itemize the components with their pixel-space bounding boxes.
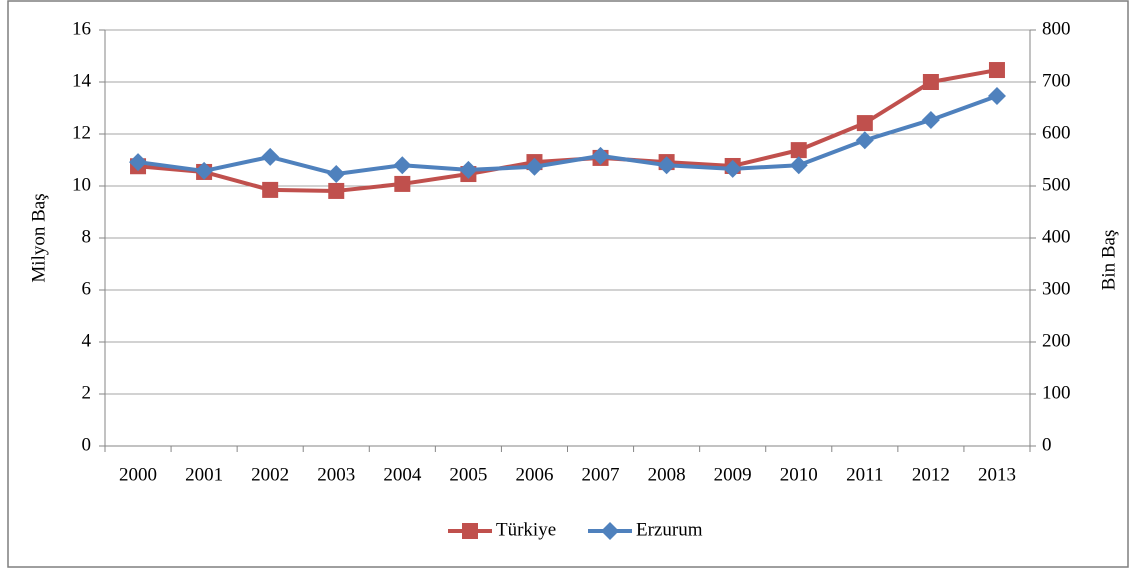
y2-tick-label: 300 <box>1042 278 1071 299</box>
data-point <box>987 87 1006 106</box>
data-point <box>327 165 346 184</box>
y-tick-label: 4 <box>82 330 92 351</box>
x-tick-label: 2006 <box>515 464 553 485</box>
data-point <box>591 146 610 165</box>
data-point <box>856 115 873 132</box>
x-tick-label: 2013 <box>978 464 1016 485</box>
y-tick-label: 14 <box>72 70 92 91</box>
y2-tick-label: 0 <box>1042 434 1052 455</box>
x-tick-label: 2001 <box>185 464 223 485</box>
y2-tick-label: 500 <box>1042 174 1071 195</box>
data-point <box>129 153 148 172</box>
data-point <box>657 156 676 175</box>
y-tick-label: 12 <box>72 122 91 143</box>
data-point <box>525 157 544 176</box>
data-point <box>922 74 939 90</box>
y2-axis-label: Bin Baş <box>1098 230 1119 291</box>
y-tick-label: 16 <box>72 18 91 39</box>
legend-label: Erzurum <box>636 519 703 540</box>
legend-marker <box>462 523 478 539</box>
y2-tick-label: 200 <box>1042 330 1071 351</box>
data-point <box>328 182 345 199</box>
x-tick-label: 2005 <box>449 464 487 485</box>
y-tick-label: 2 <box>82 382 92 403</box>
legend-marker <box>601 522 619 540</box>
data-point <box>723 159 742 178</box>
data-point <box>855 131 874 150</box>
y2-tick-label: 400 <box>1042 226 1071 247</box>
x-tick-label: 2011 <box>846 464 883 485</box>
data-point <box>921 110 940 129</box>
x-tick-label: 2000 <box>119 464 157 485</box>
y2-tick-label: 700 <box>1042 70 1071 91</box>
y-tick-label: 6 <box>82 278 92 299</box>
data-point <box>262 181 279 198</box>
x-tick-label: 2002 <box>251 464 289 485</box>
x-tick-label: 2007 <box>582 464 620 485</box>
x-tick-label: 2012 <box>912 464 950 485</box>
data-point <box>261 147 280 166</box>
x-tick-label: 2009 <box>714 464 752 485</box>
x-tick-label: 2004 <box>383 464 422 485</box>
y2-tick-label: 600 <box>1042 122 1071 143</box>
series-line <box>137 94 998 177</box>
data-point <box>789 156 808 175</box>
legend-label: Türkiye <box>496 519 556 540</box>
data-point <box>195 161 214 180</box>
y-axis-label: Milyon Baş <box>28 193 49 282</box>
data-point <box>790 142 807 159</box>
y2-tick-label: 800 <box>1042 18 1071 39</box>
y-tick-label: 8 <box>82 226 92 247</box>
y2-tick-label: 100 <box>1042 382 1071 403</box>
x-tick-label: 2008 <box>648 464 686 485</box>
x-tick-label: 2010 <box>780 464 818 485</box>
x-tick-label: 2003 <box>317 464 355 485</box>
data-point <box>394 175 411 192</box>
y-tick-label: 0 <box>82 434 92 455</box>
data-point <box>459 160 478 179</box>
y-tick-label: 10 <box>72 174 91 195</box>
chart-frame <box>7 0 1129 568</box>
data-point <box>988 62 1005 79</box>
data-point <box>393 156 412 175</box>
